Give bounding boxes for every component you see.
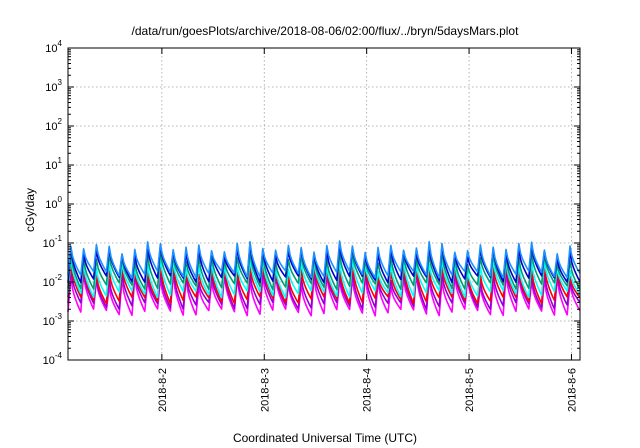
y-tick-label: 103 [45, 78, 62, 94]
x-tick-label: 2018-8-2 [157, 368, 169, 412]
y-axis: 10-4 10-3 10-2 10-1 100 101 102 103 104 [43, 39, 580, 367]
x-axis-label: Coordinated Universal Time (UTC) [233, 431, 417, 445]
y-tick-label: 10-4 [43, 351, 63, 367]
series-line [67, 257, 581, 299]
y-tick-label: 101 [45, 156, 62, 172]
series-line [67, 262, 581, 305]
x-axis: 2018-8-2 2018-8-3 2018-8-4 2018-8-5 2018-8-6 [157, 48, 578, 412]
x-tick-label: 2018-8-4 [362, 368, 374, 412]
y-tick-label: 104 [45, 39, 62, 55]
y-tick-label: 10-1 [43, 234, 63, 250]
series-line [67, 250, 581, 291]
x-tick-label: 2018-8-5 [464, 368, 476, 412]
plot-area [67, 240, 581, 317]
y-tick-label: 100 [45, 195, 62, 211]
y-tick-label: 10-3 [43, 312, 63, 328]
series-line [67, 268, 581, 311]
chart-title: /data/run/goesPlots/archive/2018-08-06/0… [132, 24, 520, 38]
series-line [67, 240, 581, 279]
y-tick-label: 102 [45, 117, 62, 133]
y-tick-label: 10-2 [43, 273, 63, 289]
series-line [67, 273, 581, 317]
x-tick-label: 2018-8-3 [259, 368, 271, 412]
x-tick-label: 2018-8-6 [566, 368, 578, 412]
y-axis-label: cGy/day [23, 188, 37, 232]
